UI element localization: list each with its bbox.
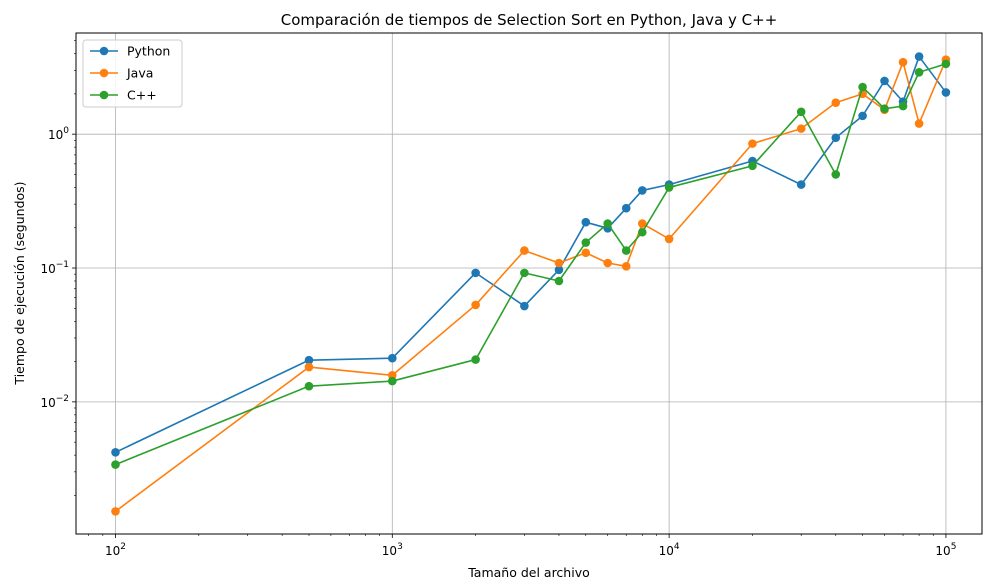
x-tick-label: 102 [105, 542, 126, 558]
grid [76, 33, 982, 534]
point-python [111, 448, 120, 457]
series-java [111, 55, 950, 515]
legend-label-java: Java [126, 66, 153, 81]
series-line-c [115, 64, 945, 465]
point-python [581, 218, 590, 227]
point-c [622, 246, 631, 255]
x-axis-label: Tamaño del archivo [467, 565, 590, 580]
point-c [638, 228, 647, 237]
y-axis: 10−2 10−1 100 [40, 41, 76, 496]
point-java [797, 124, 806, 133]
point-c [581, 238, 590, 247]
legend: Python Java C++ [83, 40, 182, 107]
series-line-python [115, 57, 945, 453]
point-java [831, 98, 840, 107]
point-python [638, 186, 647, 195]
x-tick-label: 103 [382, 542, 403, 558]
x-tick-label: 104 [659, 542, 680, 558]
point-java [111, 507, 120, 516]
legend-marker-java [100, 69, 109, 78]
point-python [942, 88, 951, 97]
point-c [831, 170, 840, 179]
point-java [603, 259, 612, 268]
point-c [915, 68, 924, 77]
x-axis: 102 103 104 105 [89, 534, 957, 558]
legend-marker-c [100, 91, 109, 100]
point-c [899, 102, 908, 111]
plot-frame [76, 33, 982, 534]
point-python [471, 269, 480, 278]
point-python [831, 133, 840, 142]
point-c [520, 269, 529, 278]
point-python [797, 180, 806, 189]
point-java [581, 248, 590, 257]
point-c [797, 107, 806, 116]
y-tick-label: 10−2 [40, 394, 69, 410]
series-line-java [115, 60, 945, 512]
point-java [622, 262, 631, 271]
point-python [915, 52, 924, 61]
point-python [858, 112, 867, 121]
point-c [388, 377, 397, 386]
point-python [520, 302, 529, 311]
point-java [748, 139, 757, 148]
legend-label-c: C++ [127, 88, 157, 103]
series-layer [111, 52, 950, 515]
legend-label-python: Python [127, 44, 170, 59]
point-c [858, 83, 867, 92]
series-c [111, 60, 950, 469]
point-c [471, 355, 480, 364]
y-tick-label: 10−1 [40, 260, 69, 276]
point-c [942, 60, 951, 69]
point-c [880, 104, 889, 113]
point-java [471, 301, 480, 310]
chart-title: Comparación de tiempos de Selection Sort… [281, 11, 778, 29]
point-java [520, 246, 529, 255]
point-c [555, 277, 564, 286]
legend-marker-python [100, 47, 109, 56]
point-c [111, 460, 120, 469]
y-tick-label: 100 [48, 126, 69, 142]
point-c [305, 382, 314, 391]
point-java [915, 119, 924, 128]
point-c [603, 219, 612, 228]
x-tick-label: 105 [935, 542, 956, 558]
y-axis-label: Tiempo de ejecución (segundos) [12, 181, 27, 385]
point-python [622, 204, 631, 213]
series-python [111, 52, 950, 456]
point-java [555, 259, 564, 268]
point-c [665, 183, 674, 192]
point-python [388, 354, 397, 363]
point-java [899, 58, 908, 67]
point-c [748, 162, 757, 171]
point-python [880, 77, 889, 86]
point-java [665, 235, 674, 244]
point-java [305, 363, 314, 372]
